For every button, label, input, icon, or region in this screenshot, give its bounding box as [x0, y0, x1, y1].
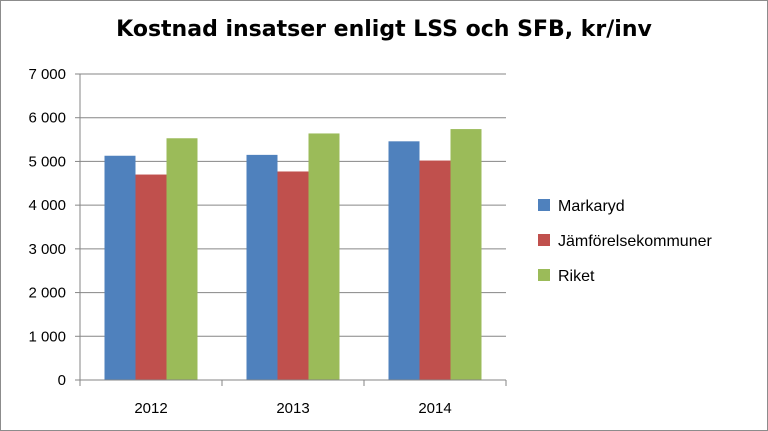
legend-swatch: [538, 199, 550, 211]
bar-markaryd-2012: [104, 155, 136, 380]
bars: [104, 129, 482, 380]
bar-riket-2013: [308, 133, 340, 380]
legend-label: Jämförelsekommuner: [558, 233, 713, 250]
bar-markaryd-2013: [246, 154, 278, 380]
bar-j-mf-relsekommuner-2012: [135, 174, 167, 380]
legend-label: Riket: [558, 268, 595, 285]
axes: [79, 74, 506, 381]
y-tick-label: 6 000: [28, 110, 66, 127]
y-tick-label: 2 000: [28, 285, 66, 302]
x-tick-label: 2013: [276, 400, 309, 417]
legend-label: Markaryd: [558, 198, 625, 215]
legend-swatch: [538, 269, 550, 281]
x-axis-ticks: 2012 2013 2014: [79, 380, 507, 417]
y-tick-label: 4 000: [28, 197, 66, 214]
bar-j-mf-relsekommuner-2014: [419, 160, 451, 380]
legend: Markaryd Jämförelsekommuner Riket: [538, 198, 713, 285]
y-axis-ticks: 0 1 000 2 000 3 000 4 000 5 000 6 000 7 000: [28, 66, 80, 389]
y-tick-label: 5 000: [28, 153, 66, 170]
legend-swatch: [538, 234, 550, 246]
bar-markaryd-2014: [388, 141, 420, 380]
y-tick-label: 1 000: [28, 328, 66, 345]
y-tick-label: 0: [58, 372, 66, 389]
x-tick-label: 2012: [134, 400, 167, 417]
bar-riket-2014: [450, 129, 482, 380]
bar-riket-2012: [166, 138, 198, 380]
x-tick-label: 2014: [418, 400, 451, 417]
chart-title: Kostnad insatser enligt LSS och SFB, kr/…: [116, 17, 652, 42]
bar-j-mf-relsekommuner-2013: [277, 171, 309, 380]
y-tick-label: 7 000: [28, 66, 66, 83]
y-tick-label: 3 000: [28, 241, 66, 258]
